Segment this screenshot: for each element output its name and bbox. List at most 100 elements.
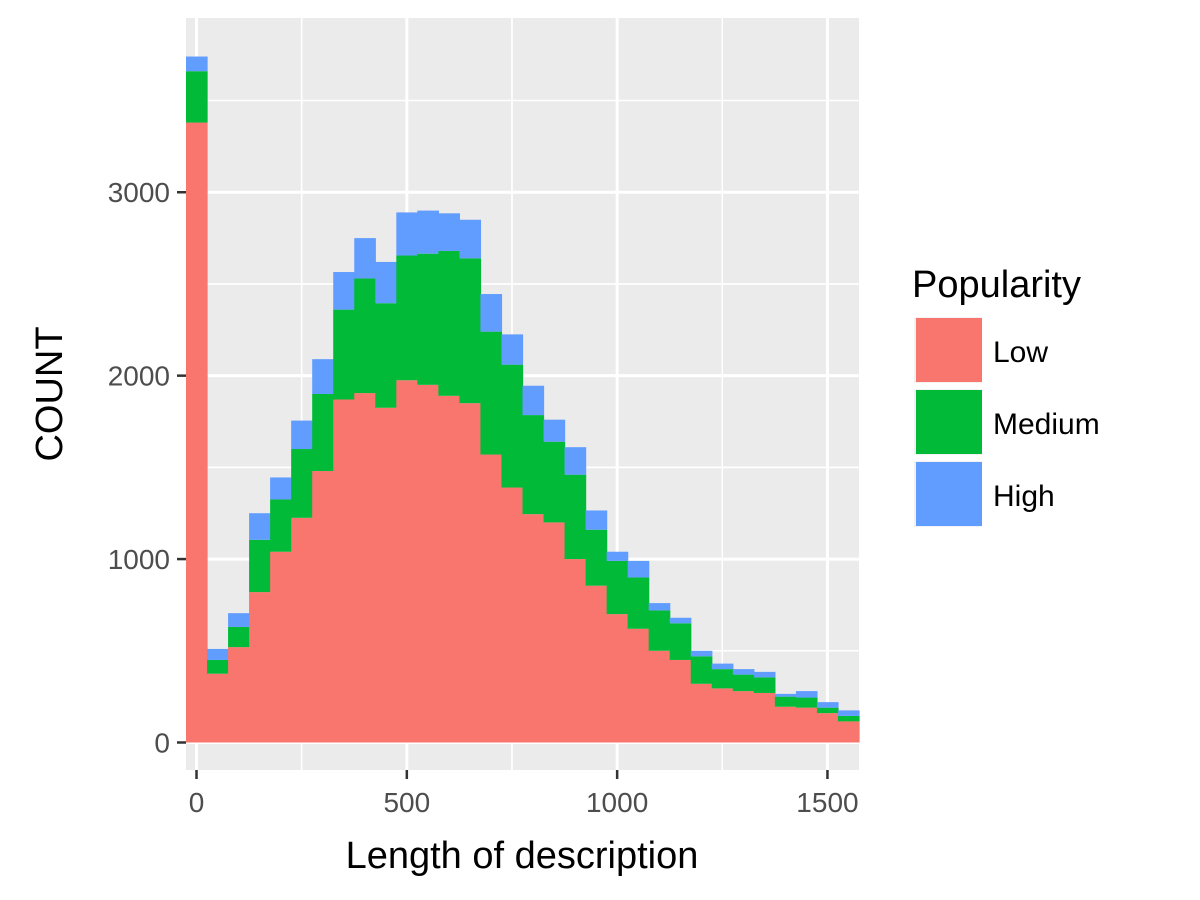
bar-high-200 <box>270 477 292 500</box>
bar-low-850 <box>543 522 566 743</box>
bar-high-950 <box>585 510 608 530</box>
bar-medium-1100 <box>648 610 671 651</box>
histogram-bars <box>186 56 860 743</box>
bar-high-800 <box>522 385 545 416</box>
bar-low-700 <box>480 454 503 743</box>
bar-low-1050 <box>627 628 650 743</box>
bar-medium-900 <box>564 474 587 560</box>
bar-high-1550 <box>837 710 860 716</box>
bar-high-450 <box>375 261 397 304</box>
bar-medium-450 <box>375 303 397 408</box>
bar-medium-1400 <box>774 696 797 707</box>
bar-low-0 <box>186 122 208 743</box>
bar-high-1100 <box>648 603 671 611</box>
x-axis: 0 500 1000 1500 <box>189 770 859 818</box>
bar-medium-550 <box>417 253 439 385</box>
legend-title: Popularity <box>912 264 1081 306</box>
bar-medium-0 <box>186 71 208 123</box>
bar-low-1250 <box>711 688 734 743</box>
bar-low-1550 <box>837 721 860 743</box>
bar-low-900 <box>564 559 587 743</box>
bar-high-1000 <box>606 551 629 561</box>
legend-label-medium: Medium <box>993 408 1100 441</box>
y-tick-label: 3000 <box>108 177 170 208</box>
bar-low-200 <box>270 551 292 743</box>
bar-medium-950 <box>585 529 608 586</box>
bar-medium-1500 <box>816 707 839 714</box>
bar-low-300 <box>312 471 334 743</box>
bar-medium-350 <box>333 309 355 400</box>
bar-medium-1250 <box>711 669 734 689</box>
bar-high-350 <box>333 272 355 310</box>
bar-high-1200 <box>690 650 713 657</box>
bar-high-550 <box>417 210 439 254</box>
bar-high-500 <box>396 212 418 256</box>
bar-medium-700 <box>480 331 503 455</box>
bar-high-750 <box>501 334 524 365</box>
bar-medium-1550 <box>837 715 860 722</box>
bar-low-1450 <box>795 707 818 743</box>
bar-medium-650 <box>459 258 482 404</box>
bar-low-1500 <box>816 713 839 743</box>
bar-high-250 <box>291 420 313 450</box>
bar-high-1350 <box>753 671 776 678</box>
bar-high-1250 <box>711 663 734 670</box>
bar-low-150 <box>249 592 271 743</box>
bar-high-1450 <box>795 691 818 698</box>
bar-low-1150 <box>669 659 692 743</box>
bar-medium-1200 <box>690 656 713 684</box>
bar-medium-200 <box>270 499 292 552</box>
bar-low-1400 <box>774 706 797 743</box>
bar-medium-1050 <box>627 577 650 629</box>
bar-low-400 <box>354 393 376 743</box>
bar-low-750 <box>501 487 524 743</box>
bar-high-1500 <box>816 702 839 708</box>
bar-low-1100 <box>648 650 671 743</box>
bar-medium-100 <box>228 626 250 648</box>
x-axis-title: Length of description <box>346 835 699 877</box>
bar-low-450 <box>375 407 397 743</box>
bar-high-1300 <box>732 669 755 675</box>
y-tick-label: 1000 <box>108 544 170 575</box>
legend-label-high: High <box>993 480 1055 513</box>
x-tick-label: 500 <box>383 787 430 818</box>
bar-low-650 <box>459 403 482 743</box>
bar-medium-500 <box>396 255 418 381</box>
bar-medium-850 <box>543 441 566 523</box>
bar-medium-600 <box>438 250 461 396</box>
bar-medium-1350 <box>753 677 776 693</box>
bar-low-950 <box>585 585 608 743</box>
bar-medium-150 <box>249 539 271 593</box>
bar-low-550 <box>417 384 439 743</box>
legend-swatch-high <box>916 462 982 526</box>
bar-high-400 <box>354 238 376 279</box>
bar-high-300 <box>312 359 334 394</box>
y-tick-label: 2000 <box>108 361 170 392</box>
y-axis: 0 1000 2000 3000 <box>108 177 186 758</box>
bar-high-1400 <box>774 693 797 697</box>
legend-swatch-low <box>916 318 982 382</box>
bar-medium-750 <box>501 364 524 488</box>
bar-high-1150 <box>669 617 692 624</box>
bar-high-150 <box>249 513 271 540</box>
bar-high-100 <box>228 613 250 627</box>
bar-medium-50 <box>207 659 229 674</box>
bar-high-600 <box>438 213 461 251</box>
bar-medium-300 <box>312 394 334 472</box>
legend-swatch-medium <box>916 390 982 454</box>
y-tick-label: 0 <box>154 727 170 758</box>
bar-low-1300 <box>732 691 755 743</box>
bar-high-850 <box>543 419 566 442</box>
y-axis-title: COUNT <box>29 326 71 461</box>
bar-low-50 <box>207 673 229 743</box>
bar-high-1050 <box>627 560 650 578</box>
legend: Popularity Low Medium High <box>912 264 1100 527</box>
bar-medium-1150 <box>669 623 692 660</box>
bar-low-350 <box>333 399 355 743</box>
legend-label-low: Low <box>993 336 1048 369</box>
bar-low-800 <box>522 514 545 743</box>
bar-medium-1000 <box>606 560 629 615</box>
x-tick-label: 1500 <box>796 787 858 818</box>
bar-high-700 <box>480 294 503 332</box>
